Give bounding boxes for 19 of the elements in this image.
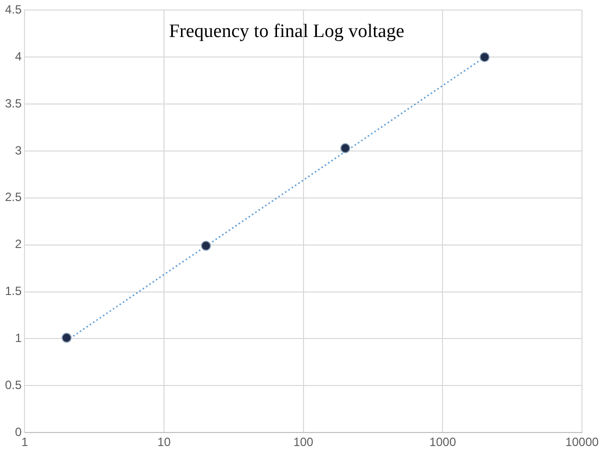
point bbox=[480, 52, 490, 62]
y-tick-label: 1.5 bbox=[4, 284, 22, 298]
y-tick-label: 3 bbox=[14, 143, 22, 158]
x-tick-label: 10 bbox=[157, 435, 172, 450]
y-tick-label: 0 bbox=[14, 424, 22, 439]
y-tick-label: 2 bbox=[14, 237, 22, 252]
point bbox=[340, 143, 350, 154]
y-tick-label: 4.5 bbox=[4, 2, 22, 17]
x-tick-label: 1000 bbox=[429, 435, 456, 450]
point bbox=[62, 332, 72, 343]
y-tick-label: 2.5 bbox=[4, 190, 22, 204]
y-tick-label: 1 bbox=[14, 331, 22, 346]
y-tick-label: 3.5 bbox=[4, 96, 22, 110]
point bbox=[200, 240, 211, 251]
x-tick-label: 10000 bbox=[565, 435, 600, 450]
y-tick-label: 4 bbox=[14, 49, 22, 64]
text: Frequency to final Log voltage bbox=[168, 21, 404, 42]
y-tick-label: 0.5 bbox=[4, 378, 22, 392]
x-tick-label: 100 bbox=[293, 435, 314, 450]
